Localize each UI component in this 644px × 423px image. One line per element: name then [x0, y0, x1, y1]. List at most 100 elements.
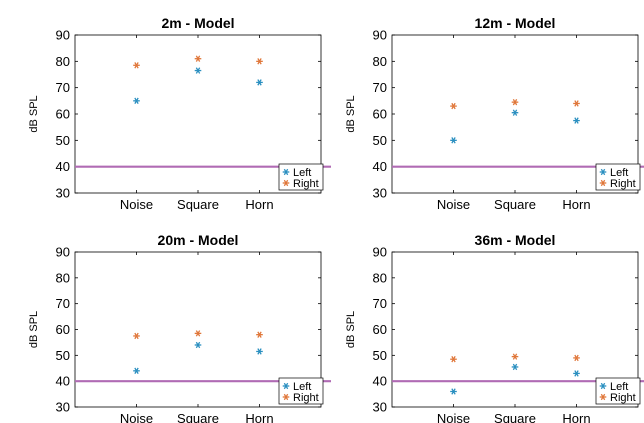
chart-title: 36m - Model — [475, 232, 556, 248]
legend-marker-right — [282, 393, 290, 401]
data-point-left — [450, 388, 457, 395]
star-stroke — [257, 58, 262, 65]
y-tick-label: 90 — [56, 245, 70, 260]
y-tick-label: 40 — [373, 159, 387, 174]
legend-marker-left — [599, 382, 607, 390]
y-axis-label: dB SPL — [28, 311, 40, 348]
legend-box — [595, 163, 641, 191]
data-point-left — [133, 367, 140, 375]
data-point-left — [256, 79, 263, 86]
star-stroke — [600, 382, 606, 390]
star-stroke — [600, 393, 606, 401]
legend-marker-right — [599, 179, 607, 187]
star-stroke — [283, 382, 289, 390]
legend-marker-left — [282, 168, 290, 176]
chart-title: 20m - Model — [158, 232, 239, 248]
star-stroke — [451, 137, 456, 144]
data-point-right — [133, 62, 140, 69]
legend-box — [595, 377, 641, 405]
y-tick-label: 30 — [373, 400, 387, 415]
y-tick-label: 50 — [56, 348, 70, 363]
y-tick-label: 60 — [373, 107, 387, 122]
x-tick-label: Noise — [120, 411, 153, 423]
legend-box — [278, 377, 324, 405]
data-point-right — [133, 332, 140, 340]
y-tick-label: 80 — [56, 270, 70, 285]
chart-title: 2m - Model — [161, 15, 234, 31]
star-stroke — [512, 109, 518, 116]
data-point-left — [511, 363, 519, 371]
star-stroke — [512, 353, 518, 360]
y-tick-label: 90 — [56, 28, 70, 43]
star-stroke — [257, 331, 262, 338]
data-point-left — [133, 97, 140, 105]
legend-marker-left — [282, 382, 290, 390]
legend-marker-left — [599, 168, 607, 176]
data-point-left — [450, 137, 457, 144]
x-tick-label: Noise — [120, 197, 153, 212]
x-tick-label: Horn — [245, 197, 273, 212]
data-point-right — [194, 330, 202, 337]
star-stroke — [451, 388, 456, 395]
y-tick-label: 30 — [373, 186, 387, 201]
y-tick-label: 60 — [373, 322, 387, 337]
y-tick-label: 40 — [56, 374, 70, 389]
y-tick-label: 70 — [373, 80, 387, 95]
x-tick-label: Square — [494, 411, 536, 423]
star-stroke — [257, 79, 262, 86]
y-tick-label: 50 — [373, 348, 387, 363]
data-point-right — [256, 331, 263, 338]
data-point-left — [511, 109, 519, 116]
x-tick-label: Square — [177, 197, 219, 212]
y-tick-label: 30 — [56, 400, 70, 415]
y-tick-label: 70 — [56, 80, 70, 95]
y-tick-label: 40 — [373, 374, 387, 389]
data-point-right — [573, 100, 580, 107]
data-point-right — [194, 55, 202, 62]
legend-box — [278, 163, 324, 191]
legend-label-right: Right — [610, 392, 636, 404]
star-stroke — [195, 67, 201, 74]
y-tick-label: 60 — [56, 107, 70, 122]
star-stroke — [283, 393, 289, 401]
y-tick-label: 70 — [373, 296, 387, 311]
y-tick-label: 50 — [56, 133, 70, 148]
star-stroke — [195, 330, 201, 337]
y-tick-label: 60 — [56, 322, 70, 337]
star-stroke — [451, 356, 456, 363]
x-tick-label: Horn — [245, 411, 273, 423]
chart-panel-2: 12m - Model dB SPL 30 40 50 60 70 80 90 Noise Squa… — [345, 15, 644, 212]
star-stroke — [195, 341, 201, 349]
x-tick-label: Horn — [562, 197, 590, 212]
x-tick-label: Horn — [562, 411, 590, 423]
legend-marker-right — [599, 393, 607, 401]
y-tick-label: 80 — [373, 270, 387, 285]
star-stroke — [134, 97, 139, 105]
chart-panel-1: 2m - Model dB SPL 30 40 50 60 70 80 90 Noise Squar… — [28, 15, 331, 212]
star-stroke — [600, 179, 606, 187]
star-stroke — [283, 179, 289, 187]
chart-panel-4: 36m - Model dB SPL 30 40 50 60 70 80 90 Noise Squa… — [345, 232, 644, 423]
data-point-left — [194, 67, 202, 74]
y-axis-label: dB SPL — [28, 95, 40, 132]
data-point-left — [573, 370, 580, 377]
star-stroke — [195, 55, 201, 62]
data-point-left — [256, 348, 263, 355]
y-tick-label: 70 — [56, 296, 70, 311]
legend-label-left: Left — [293, 167, 311, 179]
data-point-left — [573, 117, 580, 124]
x-tick-label: Square — [494, 197, 536, 212]
data-point-right — [511, 98, 519, 106]
data-point-right — [573, 354, 580, 362]
star-stroke — [512, 363, 518, 371]
data-point-left — [194, 341, 202, 349]
data-point-right — [256, 58, 263, 65]
star-stroke — [574, 370, 579, 377]
star-stroke — [451, 102, 456, 110]
star-stroke — [134, 367, 139, 375]
chart-panel-3: 20m - Model dB SPL 30 40 50 60 70 80 90 Noise Squa… — [28, 232, 331, 423]
legend-label-right: Right — [293, 392, 319, 404]
star-stroke — [574, 100, 579, 107]
